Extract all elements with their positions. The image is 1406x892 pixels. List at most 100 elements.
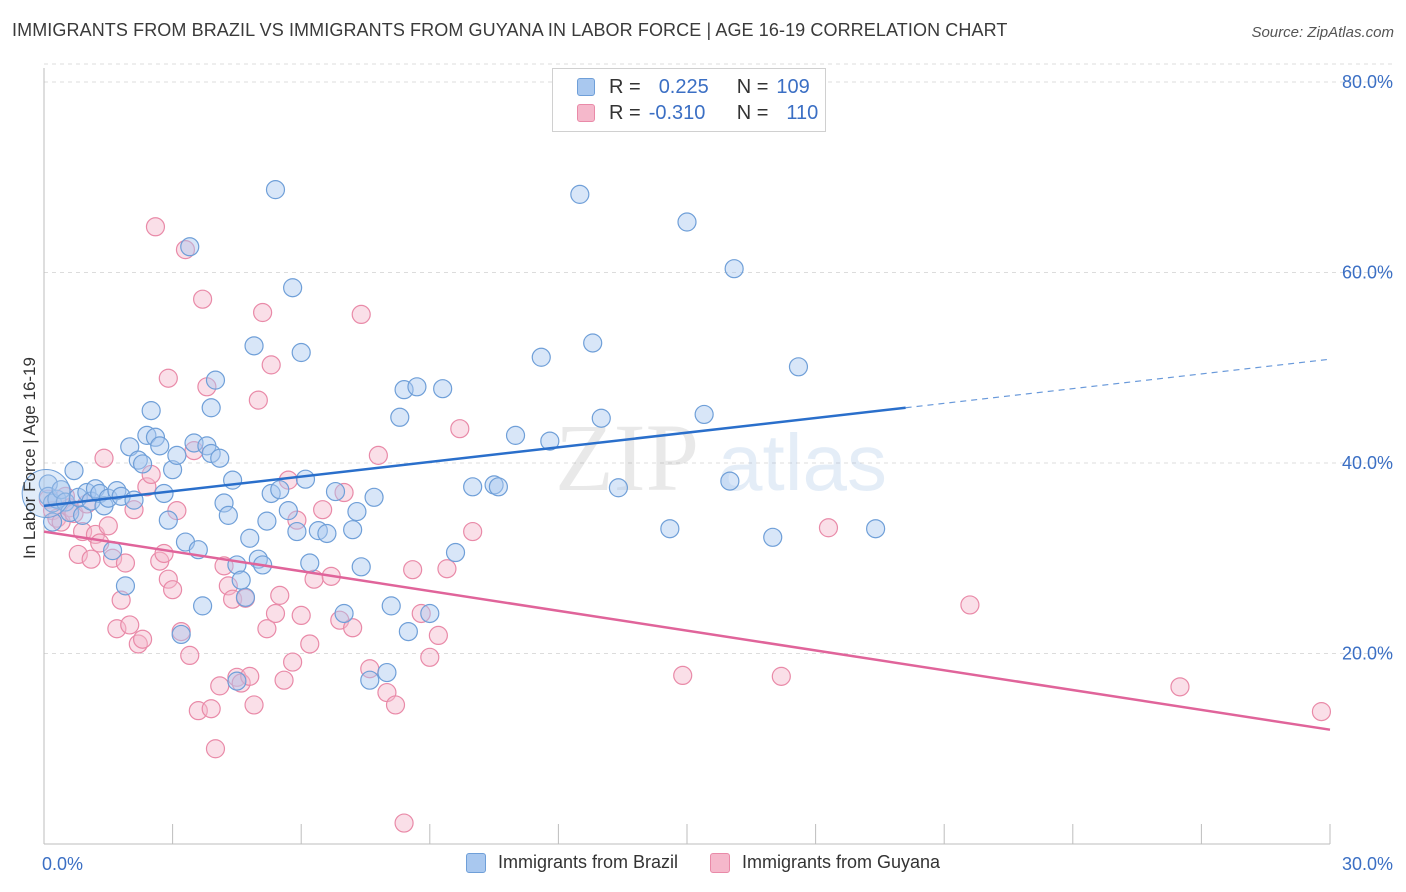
point-brazil-42 bbox=[205, 370, 226, 390]
point-brazil-63 bbox=[295, 469, 316, 489]
y-axis-label: In Labor Force | Age 16-19 bbox=[20, 357, 39, 559]
point-brazil-30 bbox=[158, 510, 178, 530]
point-brazil-24 bbox=[132, 454, 153, 474]
point-brazil-38 bbox=[193, 596, 213, 616]
point-brazil-50 bbox=[235, 587, 256, 607]
point-guyana-84 bbox=[960, 595, 980, 615]
point-guyana-39 bbox=[205, 739, 226, 759]
point-brazil-79 bbox=[407, 377, 427, 397]
point-brazil-41 bbox=[201, 398, 221, 418]
series-brazil-points bbox=[21, 180, 886, 691]
point-brazil-86 bbox=[505, 425, 526, 445]
point-brazil-81 bbox=[433, 379, 453, 399]
y-tick-label-1: 40.0% bbox=[1342, 453, 1393, 473]
point-brazil-35 bbox=[180, 237, 200, 257]
point-guyana-17 bbox=[111, 590, 131, 610]
point-brazil-74 bbox=[377, 662, 397, 683]
point-brazil-99 bbox=[788, 357, 809, 377]
x-tick-label-1: 30.0% bbox=[1342, 854, 1393, 874]
watermark: ZIP atlas bbox=[555, 404, 887, 511]
point-guyana-15 bbox=[102, 548, 123, 568]
point-brazil-10 bbox=[72, 505, 93, 525]
point-brazil-33 bbox=[171, 624, 191, 645]
brazil-r-label: R = bbox=[609, 75, 641, 98]
point-brazil-70 bbox=[347, 501, 367, 522]
point-brazil-75 bbox=[381, 596, 401, 616]
point-brazil-55 bbox=[257, 511, 277, 531]
point-guyana-66 bbox=[343, 618, 363, 638]
source-credit: Source: ZipAtlas.com bbox=[1251, 24, 1394, 41]
trend-lines bbox=[43, 358, 1331, 731]
point-brazil-58 bbox=[270, 480, 290, 500]
point-guyana-38 bbox=[201, 699, 221, 719]
point-brazil-48 bbox=[227, 671, 247, 691]
point-brazil-91 bbox=[591, 408, 611, 428]
point-brazil-95 bbox=[694, 404, 714, 425]
point-brazil-62 bbox=[291, 342, 311, 363]
point-guyana-23 bbox=[137, 477, 157, 497]
point-brazil-52 bbox=[244, 336, 264, 356]
chart-title: IMMIGRANTS FROM BRAZIL VS IMMIGRANTS FRO… bbox=[12, 20, 1008, 40]
point-guyana-49 bbox=[248, 390, 268, 410]
point-guyana-13 bbox=[94, 448, 114, 468]
point-brazil-26 bbox=[141, 401, 161, 421]
point-guyana-59 bbox=[291, 605, 311, 626]
point-brazil-93 bbox=[660, 519, 680, 539]
point-guyana-86 bbox=[1311, 702, 1332, 722]
point-brazil-100 bbox=[866, 519, 886, 539]
point-guyana-52 bbox=[261, 355, 281, 375]
point-guyana-57 bbox=[283, 652, 303, 672]
y-tick-label-0: 20.0% bbox=[1342, 644, 1393, 664]
point-brazil-96 bbox=[724, 259, 744, 279]
point-brazil-72 bbox=[360, 670, 380, 690]
point-guyana-29 bbox=[163, 580, 183, 600]
point-brazil-60 bbox=[283, 278, 303, 298]
grid-lines bbox=[44, 63, 1392, 654]
brazil-n-label: N = bbox=[736, 75, 769, 98]
point-guyana-36 bbox=[193, 289, 213, 309]
point-guyana-80 bbox=[158, 368, 178, 388]
legend-brazil-swatch bbox=[465, 852, 486, 873]
point-brazil-73 bbox=[364, 487, 384, 507]
point-guyana-10 bbox=[81, 549, 101, 569]
point-brazil-83 bbox=[463, 477, 483, 497]
point-guyana-60 bbox=[300, 634, 320, 654]
point-brazil-88 bbox=[540, 431, 560, 451]
brazil-n-value: 109 bbox=[776, 75, 810, 98]
point-brazil-32 bbox=[167, 445, 187, 465]
point-brazil-68 bbox=[334, 603, 354, 624]
point-guyana-81 bbox=[673, 665, 693, 686]
point-guyana-78 bbox=[450, 419, 470, 439]
watermark-atlas: atlas bbox=[718, 418, 887, 507]
trend-brazil-solid bbox=[43, 406, 906, 508]
point-brazil-20 bbox=[115, 576, 136, 596]
guyana-n-value: 110 bbox=[786, 101, 819, 124]
point-guyana-47 bbox=[240, 666, 260, 686]
point-guyana-50 bbox=[253, 302, 273, 323]
point-guyana-7 bbox=[68, 544, 88, 565]
point-brazil-43 bbox=[210, 448, 230, 468]
brazil-r-value: 0.225 bbox=[658, 75, 709, 98]
point-guyana-77 bbox=[437, 559, 457, 579]
point-guyana-53 bbox=[265, 603, 286, 624]
point-guyana-67 bbox=[351, 304, 371, 325]
point-brazil-92 bbox=[608, 478, 629, 498]
legend-guyana-label: Immigrants from Guyana bbox=[741, 852, 941, 872]
legend-guyana-swatch bbox=[709, 852, 730, 873]
point-guyana-25 bbox=[145, 217, 166, 237]
point-guyana-28 bbox=[158, 569, 178, 589]
point-guyana-85 bbox=[1170, 677, 1190, 697]
point-guyana-51 bbox=[257, 619, 277, 639]
legend-row-brazil: R = 0.225 N = 109 bbox=[577, 75, 810, 99]
point-brazil-85 bbox=[488, 477, 508, 497]
correlation-legend: R = 0.225 N = 109 R = -0.310 N = 110 bbox=[552, 68, 826, 132]
point-brazil-89 bbox=[570, 184, 590, 204]
trend-brazil-dashed bbox=[905, 358, 1331, 409]
guyana-r-label: R = bbox=[609, 101, 641, 124]
guyana-n-label: N = bbox=[736, 101, 769, 124]
point-brazil-97 bbox=[720, 471, 740, 491]
point-guyana-55 bbox=[274, 670, 294, 690]
point-guyana-75 bbox=[420, 647, 440, 667]
guyana-r-value: -0.310 bbox=[648, 101, 706, 124]
point-guyana-19 bbox=[120, 615, 140, 635]
